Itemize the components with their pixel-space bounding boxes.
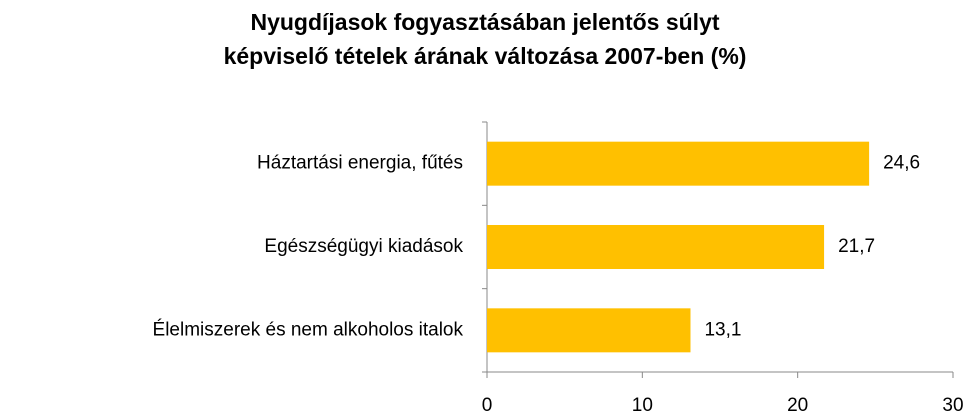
y-tick-label: Élelmiszerek és nem alkoholos italok	[153, 319, 464, 340]
y-tick-label: Háztartási energia, fűtés	[257, 153, 463, 174]
value-label: 24,6	[883, 153, 920, 174]
bar	[487, 141, 870, 186]
bar	[487, 225, 825, 269]
y-tick-label: Egészségügyi kiadások	[264, 236, 463, 257]
chart-title: Nyugdíjasok fogyasztásában jelentős súly…	[250, 9, 719, 35]
x-tick-label: 0	[482, 395, 493, 416]
x-tick-label: 10	[632, 395, 653, 416]
bar	[487, 308, 691, 353]
chart-title: képviselő tételek árának változása 2007-…	[224, 43, 747, 69]
x-tick-label: 20	[787, 395, 808, 416]
x-tick-label: 30	[942, 395, 963, 416]
value-label: 21,7	[838, 236, 875, 257]
value-label: 13,1	[704, 319, 741, 340]
